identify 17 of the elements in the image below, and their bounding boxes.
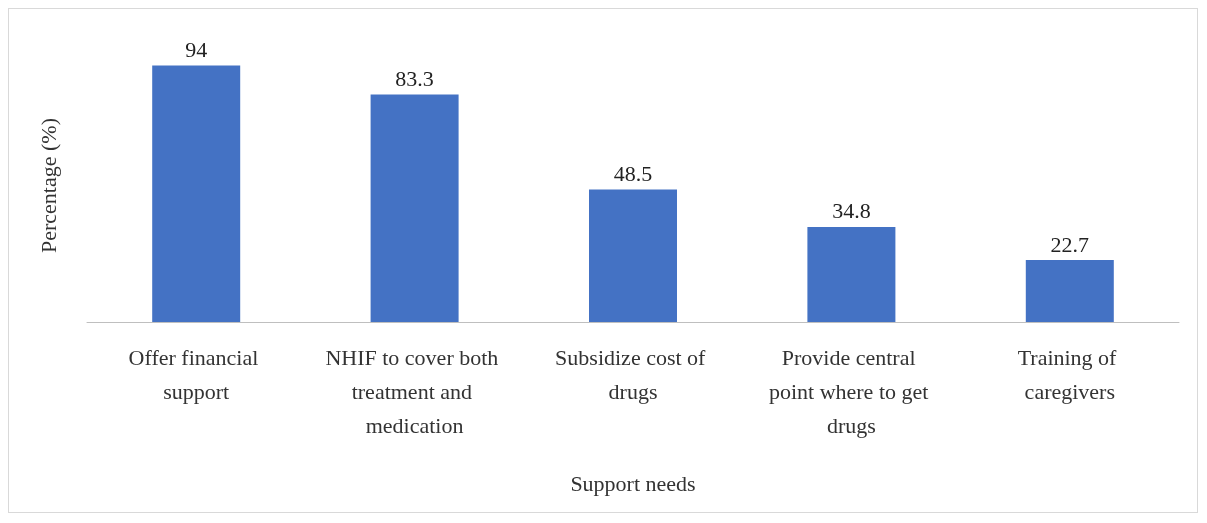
bar — [807, 227, 896, 322]
data-label: 34.8 — [832, 198, 871, 224]
data-label: 94 — [185, 36, 208, 62]
bar — [1025, 260, 1114, 322]
x-tick-label: NHIF to cover both treatment and medication — [325, 344, 504, 438]
y-axis-title: Percentage (%) — [35, 118, 61, 253]
x-tick-label: Offer financial support — [128, 344, 264, 404]
bar — [589, 189, 677, 322]
x-axis-title: Support needs — [570, 470, 696, 496]
x-tick-label: Subsidize cost of drugs — [555, 344, 711, 404]
bar — [152, 65, 241, 322]
x-tick-label: Training of caregivers — [1017, 344, 1122, 404]
data-label: 83.3 — [395, 66, 434, 92]
x-tick-label: Provide central point where to get drugs — [768, 344, 934, 438]
data-label: 22.7 — [1050, 231, 1090, 257]
data-label: 48.5 — [613, 161, 653, 187]
bar — [370, 94, 459, 322]
